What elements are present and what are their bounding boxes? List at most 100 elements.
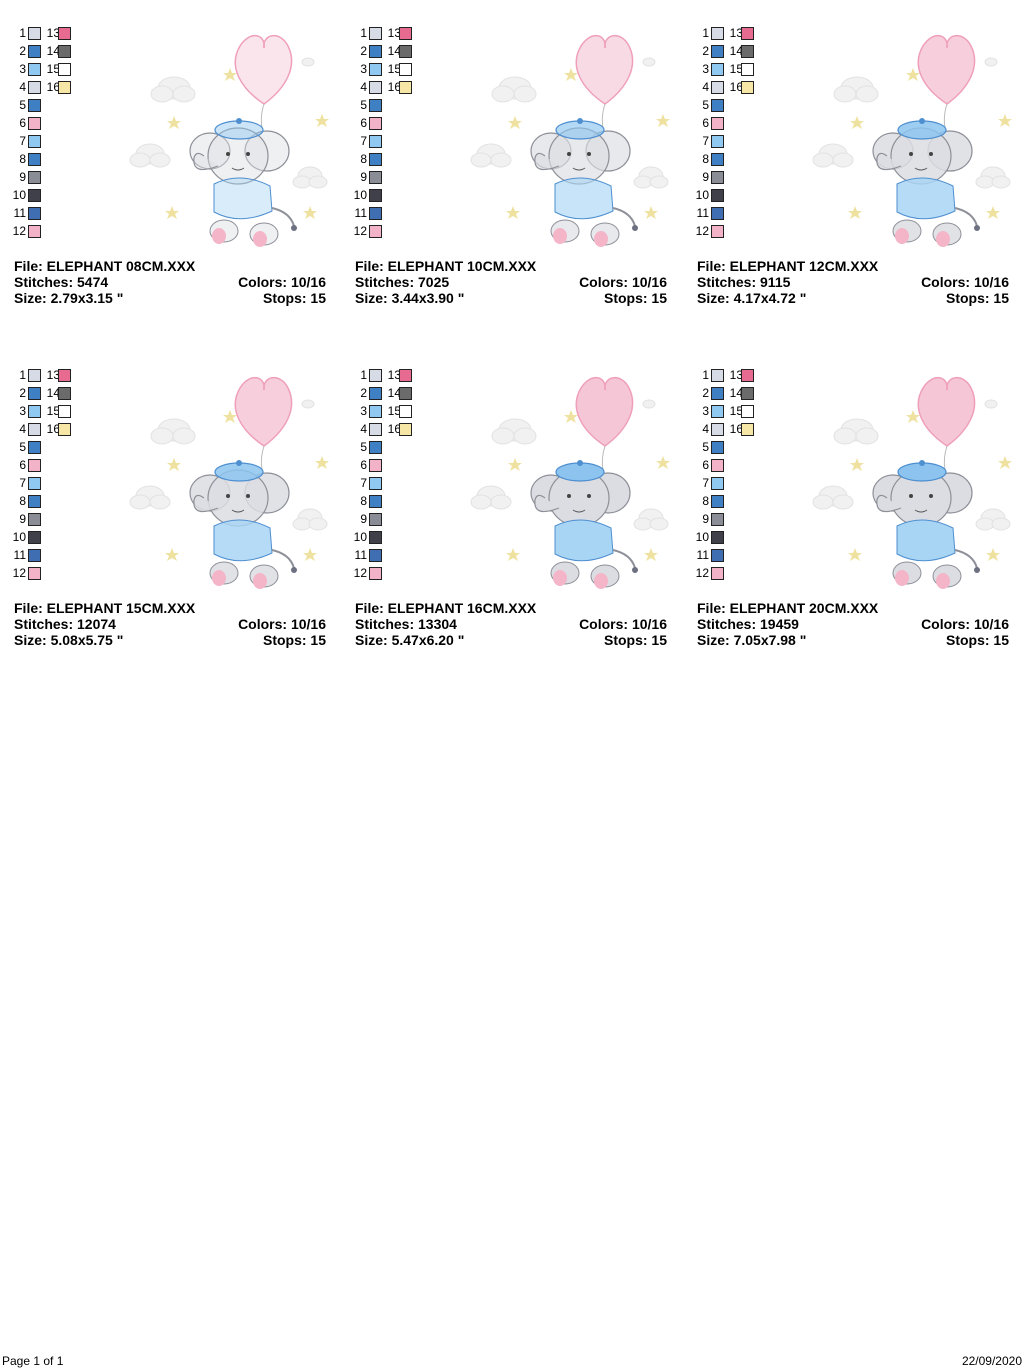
elephant-icon bbox=[872, 460, 980, 589]
stitch-count: Stitches: 19459 bbox=[697, 616, 799, 632]
color-number: 14 bbox=[387, 44, 401, 58]
color-swatch bbox=[369, 225, 382, 238]
color-swatch bbox=[369, 171, 382, 184]
color-swatch bbox=[369, 63, 382, 76]
color-swatch bbox=[28, 207, 41, 220]
color-swatch bbox=[369, 513, 382, 526]
color-swatch bbox=[711, 189, 724, 202]
color-number: 14 bbox=[729, 44, 743, 58]
color-swatch bbox=[28, 63, 41, 76]
stop-count: Stops: 15 bbox=[603, 632, 667, 648]
heart-balloon-icon bbox=[575, 35, 634, 129]
color-swatch bbox=[28, 135, 41, 148]
color-number: 7 bbox=[19, 476, 26, 490]
color-swatch bbox=[399, 405, 412, 418]
color-swatch bbox=[399, 27, 412, 40]
star-icon bbox=[165, 410, 329, 561]
color-swatch bbox=[711, 81, 724, 94]
design-size: Size: 5.08x5.75 " bbox=[14, 632, 124, 648]
color-swatch bbox=[711, 459, 724, 472]
color-swatch bbox=[741, 27, 754, 40]
color-swatch bbox=[28, 387, 41, 400]
color-number: 8 bbox=[19, 152, 26, 166]
color-swatch bbox=[711, 45, 724, 58]
color-count: Colors: 10/16 bbox=[921, 616, 1009, 632]
star-icon bbox=[848, 68, 1012, 219]
color-number: 7 bbox=[702, 476, 709, 490]
color-swatch bbox=[28, 369, 41, 382]
color-number: 7 bbox=[360, 476, 367, 490]
elephant-icon bbox=[530, 460, 638, 589]
color-number: 11 bbox=[696, 206, 709, 220]
color-swatch bbox=[399, 423, 412, 436]
design-preview bbox=[122, 26, 332, 256]
color-number: 5 bbox=[360, 98, 367, 112]
color-number: 13 bbox=[729, 26, 743, 40]
color-swatch bbox=[28, 81, 41, 94]
color-swatch bbox=[711, 27, 724, 40]
color-number: 10 bbox=[695, 530, 709, 544]
color-swatch bbox=[58, 405, 71, 418]
color-swatch bbox=[711, 423, 724, 436]
color-swatch bbox=[28, 531, 41, 544]
color-number: 12 bbox=[353, 566, 367, 580]
color-number: 5 bbox=[360, 440, 367, 454]
color-number: 2 bbox=[360, 44, 367, 58]
heart-balloon-icon bbox=[234, 377, 293, 471]
star-icon bbox=[506, 410, 670, 561]
file-name: File: ELEPHANT 15CM.XXX bbox=[14, 600, 196, 616]
color-swatch bbox=[369, 207, 382, 220]
color-number: 6 bbox=[702, 458, 709, 472]
print-date: 22/09/2020 bbox=[961, 1354, 1022, 1368]
color-number: 8 bbox=[702, 152, 709, 166]
color-swatch bbox=[28, 45, 41, 58]
color-swatch bbox=[58, 423, 71, 436]
color-swatch bbox=[28, 189, 41, 202]
color-swatch bbox=[28, 171, 41, 184]
color-swatch bbox=[369, 99, 382, 112]
color-number: 12 bbox=[353, 224, 367, 238]
color-number: 1 bbox=[19, 368, 26, 382]
color-swatch bbox=[369, 153, 382, 166]
color-swatch bbox=[711, 441, 724, 454]
color-swatch bbox=[369, 423, 382, 436]
color-number: 16 bbox=[387, 80, 401, 94]
color-number: 2 bbox=[702, 386, 709, 400]
color-number: 9 bbox=[360, 512, 367, 526]
design-card: 1 13 2 14 3 15 4 16 5 6 7 8 9 10 11 12 bbox=[696, 26, 1017, 346]
color-number: 5 bbox=[19, 98, 26, 112]
color-number: 1 bbox=[702, 368, 709, 382]
color-number: 10 bbox=[353, 188, 367, 202]
color-number: 4 bbox=[702, 422, 709, 436]
color-number: 16 bbox=[387, 422, 401, 436]
color-swatch bbox=[28, 459, 41, 472]
color-number: 9 bbox=[702, 512, 709, 526]
color-swatch bbox=[58, 45, 71, 58]
design-preview bbox=[463, 368, 673, 598]
color-swatch bbox=[28, 477, 41, 490]
color-number: 13 bbox=[46, 26, 60, 40]
color-swatch bbox=[399, 369, 412, 382]
color-number: 3 bbox=[19, 404, 26, 418]
color-swatch bbox=[369, 441, 382, 454]
color-number: 15 bbox=[46, 404, 60, 418]
color-number: 12 bbox=[12, 224, 26, 238]
design-preview bbox=[805, 368, 1015, 598]
color-number: 16 bbox=[46, 422, 60, 436]
color-swatch bbox=[58, 63, 71, 76]
color-swatch bbox=[711, 477, 724, 490]
design-info: File: ELEPHANT 16CM.XXX Stitches: 13304 Co… bbox=[355, 600, 675, 648]
color-swatch bbox=[399, 387, 412, 400]
design-info: File: ELEPHANT 20CM.XXX Stitches: 19459 Co… bbox=[697, 600, 1017, 648]
color-swatch bbox=[28, 27, 41, 40]
color-count: Colors: 10/16 bbox=[579, 274, 667, 290]
color-number: 15 bbox=[729, 62, 743, 76]
design-card: 1 13 2 14 3 15 4 16 5 6 7 8 9 10 11 12 bbox=[13, 368, 334, 688]
color-swatch bbox=[711, 117, 724, 130]
color-number: 11 bbox=[354, 206, 367, 220]
color-swatch bbox=[741, 45, 754, 58]
stop-count: Stops: 15 bbox=[603, 290, 667, 306]
design-size: Size: 2.79x3.15 " bbox=[14, 290, 124, 306]
color-swatch bbox=[369, 369, 382, 382]
heart-balloon-icon bbox=[917, 377, 976, 471]
